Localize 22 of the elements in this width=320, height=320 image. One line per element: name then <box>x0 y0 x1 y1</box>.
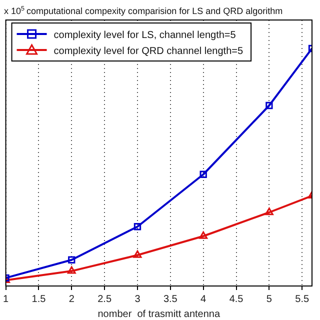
x-tick-label: 1.5 <box>32 294 46 305</box>
point <box>264 208 274 216</box>
point <box>200 170 207 178</box>
point <box>134 223 142 230</box>
x-tick-label: 3 <box>134 294 141 305</box>
x-tick-label: 3.5 <box>163 294 178 305</box>
point <box>199 231 208 239</box>
x-tick-label: 5 <box>266 294 272 305</box>
chart-title: computational compexity comparision for LS and QRD algorithm <box>26 6 283 16</box>
x-axis-title: nomber of trasmitt antenna <box>98 308 220 320</box>
point <box>67 266 76 274</box>
x-tick-label: 2 <box>68 294 75 305</box>
point <box>266 102 273 110</box>
legend-label: complexity level for QRD channel length=5 <box>54 46 244 57</box>
point <box>68 256 76 264</box>
x-tick-label: 4.5 <box>229 294 244 305</box>
point <box>133 250 142 258</box>
legend-label: complexity level for LS, channel length=5 <box>54 30 236 41</box>
x-tick-label: 2.5 <box>98 294 112 305</box>
x-tick-label: 1 <box>3 294 9 305</box>
x-tick-label: 5.5 <box>295 294 310 305</box>
x-tick-label: 4 <box>200 294 207 305</box>
